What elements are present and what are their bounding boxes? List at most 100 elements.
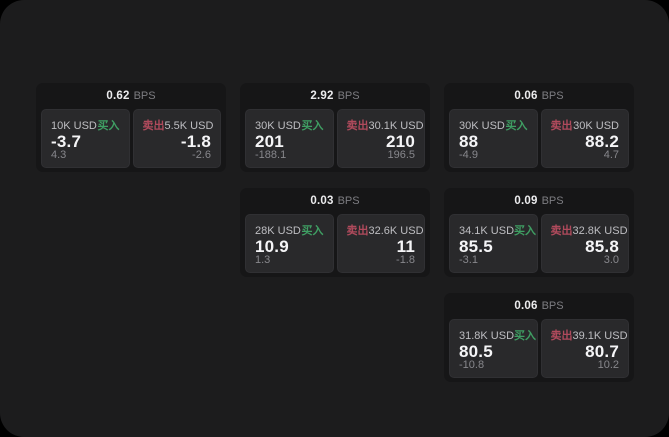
sell-delta: -1.8 — [396, 254, 415, 266]
buy-delta: -4.9 — [459, 149, 478, 161]
sell-price: 210 — [386, 132, 415, 151]
sell-size-label: 5.5K USD — [164, 120, 214, 132]
quote-card: 0.03 BPS 28K USD 买入 10.9 1.3 卖出 32.6K US… — [240, 188, 430, 277]
buy-panel[interactable]: 28K USD 买入 10.9 1.3 — [245, 214, 334, 273]
buy-panel[interactable]: 30K USD 买入 88 -4.9 — [449, 109, 538, 168]
card-header: 0.62 BPS — [36, 83, 226, 109]
sell-delta: 196.5 — [387, 149, 415, 161]
buy-tag: 买入 — [301, 225, 324, 237]
sell-panel[interactable]: 卖出 32.8K USD 85.8 3.0 — [540, 214, 629, 273]
sell-panel-top: 卖出 30.1K USD — [346, 117, 424, 133]
sell-panel[interactable]: 卖出 39.1K USD 80.7 10.2 — [540, 319, 629, 378]
bps-unit-label: BPS — [541, 195, 564, 207]
sell-panel[interactable]: 卖出 30K USD 88.2 4.7 — [540, 109, 629, 168]
buy-size-label: 30K USD — [459, 120, 505, 132]
buy-size-label: 28K USD — [255, 225, 301, 237]
sell-tag: 卖出 — [346, 225, 369, 237]
buy-panel-top: 30K USD 买入 — [255, 117, 324, 133]
quote-card: 0.62 BPS 10K USD 买入 -3.7 4.3 卖出 5.5K USD… — [36, 83, 226, 172]
sell-delta: -2.6 — [192, 149, 211, 161]
buy-price: 10.9 — [255, 237, 289, 256]
buy-sell-panels: 34.1K USD 买入 85.5 -3.1 卖出 32.8K USD 85.8… — [444, 214, 634, 277]
sell-price: 80.7 — [585, 342, 619, 361]
buy-price: -3.7 — [51, 132, 82, 151]
sell-delta: 4.7 — [603, 149, 619, 161]
buy-panel-top: 30K USD 买入 — [459, 117, 528, 133]
quote-card: 2.92 BPS 30K USD 买入 201 -188.1 卖出 30.1K … — [240, 83, 430, 172]
sell-size-label: 32.6K USD — [368, 225, 424, 237]
sell-price: 85.8 — [585, 237, 619, 256]
buy-tag: 买入 — [514, 330, 537, 342]
sell-panel-top: 卖出 32.6K USD — [346, 222, 424, 238]
buy-price: 88 — [459, 132, 479, 151]
bps-value: 0.62 — [106, 90, 130, 102]
sell-size-label: 30.1K USD — [368, 120, 424, 132]
quote-card: 0.06 BPS 30K USD 买入 88 -4.9 卖出 30K USD 8… — [444, 83, 634, 172]
sell-size-label: 32.8K USD — [572, 225, 628, 237]
sell-panel-top: 卖出 39.1K USD — [550, 327, 628, 343]
bps-value: 0.06 — [514, 90, 538, 102]
bps-unit-label: BPS — [133, 90, 156, 102]
buy-sell-panels: 30K USD 买入 201 -188.1 卖出 30.1K USD 210 1… — [240, 109, 430, 172]
sell-tag: 卖出 — [550, 225, 573, 237]
buy-panel-top: 34.1K USD 买入 — [459, 222, 536, 238]
buy-tag: 买入 — [505, 120, 528, 132]
sell-size-label: 39.1K USD — [572, 330, 628, 342]
bps-value: 0.03 — [310, 195, 334, 207]
sell-tag: 卖出 — [550, 330, 573, 342]
buy-panel[interactable]: 30K USD 买入 201 -188.1 — [245, 109, 334, 168]
quote-card: 0.06 BPS 31.8K USD 买入 80.5 -10.8 卖出 39.1… — [444, 293, 634, 382]
bps-unit-label: BPS — [541, 90, 564, 102]
buy-sell-panels: 10K USD 买入 -3.7 4.3 卖出 5.5K USD -1.8 -2.… — [36, 109, 226, 172]
buy-size-label: 30K USD — [255, 120, 301, 132]
sell-size-label: 30K USD — [573, 120, 619, 132]
buy-tag: 买入 — [514, 225, 537, 237]
buy-tag: 买入 — [301, 120, 324, 132]
sell-price: 88.2 — [585, 132, 619, 151]
buy-size-label: 34.1K USD — [459, 225, 515, 237]
buy-sell-panels: 31.8K USD 买入 80.5 -10.8 卖出 39.1K USD 80.… — [444, 319, 634, 382]
buy-price: 80.5 — [459, 342, 493, 361]
sell-tag: 卖出 — [346, 120, 369, 132]
sell-panel-top: 卖出 32.8K USD — [550, 222, 628, 238]
buy-size-label: 31.8K USD — [459, 330, 515, 342]
sell-delta: 3.0 — [603, 254, 619, 266]
quote-card: 0.09 BPS 34.1K USD 买入 85.5 -3.1 卖出 32.8K… — [444, 188, 634, 277]
buy-panel[interactable]: 10K USD 买入 -3.7 4.3 — [41, 109, 130, 168]
sell-panel-top: 卖出 5.5K USD — [142, 117, 214, 133]
buy-delta: 4.3 — [51, 149, 67, 161]
sell-price: -1.8 — [180, 132, 211, 151]
sell-panel[interactable]: 卖出 30.1K USD 210 196.5 — [336, 109, 425, 168]
buy-price: 201 — [255, 132, 284, 151]
buy-panel[interactable]: 34.1K USD 买入 85.5 -3.1 — [449, 214, 538, 273]
buy-delta: -188.1 — [255, 149, 287, 161]
card-header: 2.92 BPS — [240, 83, 430, 109]
sell-delta: 10.2 — [597, 359, 619, 371]
sell-panel-top: 卖出 30K USD — [551, 117, 620, 133]
buy-sell-panels: 30K USD 买入 88 -4.9 卖出 30K USD 88.2 4.7 — [444, 109, 634, 172]
buy-delta: -3.1 — [459, 254, 478, 266]
buy-panel-top: 10K USD 买入 — [51, 117, 120, 133]
bps-value: 0.09 — [514, 195, 538, 207]
sell-price: 11 — [396, 237, 415, 256]
buy-delta: 1.3 — [255, 254, 271, 266]
sell-panel[interactable]: 卖出 5.5K USD -1.8 -2.6 — [132, 109, 221, 168]
buy-panel-top: 28K USD 买入 — [255, 222, 324, 238]
buy-delta: -10.8 — [459, 359, 485, 371]
buy-sell-panels: 28K USD 买入 10.9 1.3 卖出 32.6K USD 11 -1.8 — [240, 214, 430, 277]
buy-panel[interactable]: 31.8K USD 买入 80.5 -10.8 — [449, 319, 538, 378]
bps-value: 0.06 — [514, 300, 538, 312]
buy-size-label: 10K USD — [51, 120, 97, 132]
card-header: 0.09 BPS — [444, 188, 634, 214]
buy-panel-top: 31.8K USD 买入 — [459, 327, 536, 343]
sell-panel[interactable]: 卖出 32.6K USD 11 -1.8 — [336, 214, 425, 273]
buy-tag: 买入 — [97, 120, 120, 132]
sell-tag: 卖出 — [142, 120, 165, 132]
quote-card-grid: 0.62 BPS 10K USD 买入 -3.7 4.3 卖出 5.5K USD… — [36, 83, 634, 382]
sell-tag: 卖出 — [550, 120, 573, 132]
bps-unit-label: BPS — [337, 90, 360, 102]
buy-price: 85.5 — [459, 237, 493, 256]
card-header: 0.06 BPS — [444, 293, 634, 319]
bps-unit-label: BPS — [541, 300, 564, 312]
